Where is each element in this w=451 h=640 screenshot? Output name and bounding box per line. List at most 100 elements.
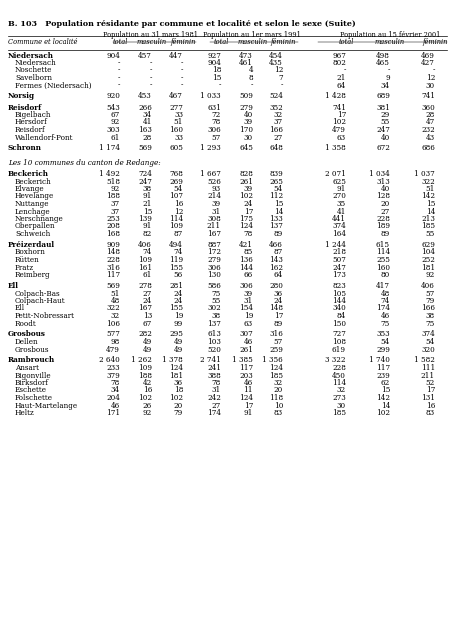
Text: 124: 124 [268,364,282,372]
Text: 92: 92 [110,118,120,127]
Text: 168: 168 [106,230,120,238]
Text: 80: 80 [380,271,389,279]
Text: 232: 232 [420,126,434,134]
Text: 63: 63 [336,134,345,141]
Text: 16: 16 [425,401,434,410]
Text: 181: 181 [420,264,434,271]
Text: 461: 461 [239,59,253,67]
Text: 374: 374 [331,223,345,230]
Text: 302: 302 [207,305,221,312]
Text: Bigonville: Bigonville [15,371,51,380]
Text: 15: 15 [143,207,152,216]
Text: 7: 7 [278,74,282,82]
Text: 102: 102 [239,193,253,200]
Text: 904: 904 [207,59,221,67]
Text: Les 10 communes du canton de Redange:: Les 10 communes du canton de Redange: [8,159,161,167]
Text: 466: 466 [268,241,282,249]
Text: 322: 322 [106,305,120,312]
Text: 27: 27 [380,207,389,216]
Text: Petit-Nobressart: Petit-Nobressart [15,312,75,320]
Text: 213: 213 [420,215,434,223]
Text: -: - [387,67,389,74]
Text: 211: 211 [207,223,221,230]
Text: 247: 247 [375,126,389,134]
Text: 137: 137 [268,223,282,230]
Text: 270: 270 [331,193,345,200]
Text: 1 174: 1 174 [99,145,120,152]
Text: 266: 266 [138,104,152,111]
Text: 102: 102 [375,409,389,417]
Text: 174: 174 [375,305,389,312]
Text: Wallendorf-Pont: Wallendorf-Pont [15,134,74,141]
Text: 909: 909 [106,241,120,249]
Text: 2 741: 2 741 [200,356,221,365]
Text: 509: 509 [239,93,253,100]
Text: Lenchage: Lenchage [15,207,51,216]
Text: 265: 265 [268,177,282,186]
Text: 170: 170 [239,126,253,134]
Text: 17: 17 [243,401,253,410]
Text: Roodt: Roodt [15,319,37,328]
Text: 1 356: 1 356 [262,356,282,365]
Text: 19: 19 [243,312,253,320]
Text: 74: 74 [173,248,183,257]
Text: 49: 49 [143,346,152,353]
Text: 92: 92 [425,271,434,279]
Text: 57: 57 [425,289,434,298]
Text: 37: 37 [110,207,120,216]
Text: 109: 109 [169,223,183,230]
Text: Pratz: Pratz [15,264,34,271]
Text: 239: 239 [375,371,389,380]
Text: Rambrouch: Rambrouch [8,356,55,365]
Text: 441: 441 [331,215,345,223]
Text: 340: 340 [331,305,345,312]
Text: 26: 26 [143,401,152,410]
Text: 823: 823 [331,282,345,290]
Text: Nerschnange: Nerschnange [15,215,64,223]
Text: 454: 454 [268,51,282,60]
Text: 92: 92 [110,185,120,193]
Text: 9: 9 [385,74,389,82]
Text: 89: 89 [380,230,389,238]
Text: 91: 91 [336,185,345,193]
Text: 15: 15 [380,387,389,394]
Text: 102: 102 [138,394,152,402]
Text: 17: 17 [273,312,282,320]
Text: 33: 33 [174,134,183,141]
Text: 12: 12 [425,74,434,82]
Text: 188: 188 [106,193,120,200]
Text: 185: 185 [268,371,282,380]
Text: 21: 21 [143,200,152,208]
Text: 252: 252 [420,256,434,264]
Text: 261: 261 [239,346,253,353]
Text: 569: 569 [106,282,120,290]
Text: 1 428: 1 428 [324,93,345,100]
Text: 46: 46 [380,312,389,320]
Text: 32: 32 [273,111,282,119]
Text: 4: 4 [248,67,253,74]
Text: 1 037: 1 037 [413,170,434,178]
Text: 353: 353 [376,330,389,339]
Text: 273: 273 [331,394,345,402]
Text: 261: 261 [239,177,253,186]
Text: 887: 887 [207,241,221,249]
Text: 20: 20 [173,401,183,410]
Text: 967: 967 [331,51,345,60]
Text: total: total [337,38,353,46]
Text: 37: 37 [273,118,282,127]
Text: Birksdorf: Birksdorf [15,379,49,387]
Text: Reisdorf: Reisdorf [8,104,42,111]
Text: 28: 28 [425,111,434,119]
Text: 38: 38 [425,312,434,320]
Text: 61: 61 [110,134,120,141]
Text: 447: 447 [169,51,183,60]
Text: 724: 724 [138,170,152,178]
Text: Eschette: Eschette [15,387,47,394]
Text: 645: 645 [239,145,253,152]
Text: 1 244: 1 244 [324,241,345,249]
Text: 306: 306 [207,264,221,271]
Text: 228: 228 [375,215,389,223]
Text: Noschette: Noschette [15,67,52,74]
Text: 672: 672 [375,145,389,152]
Text: 107: 107 [169,193,183,200]
